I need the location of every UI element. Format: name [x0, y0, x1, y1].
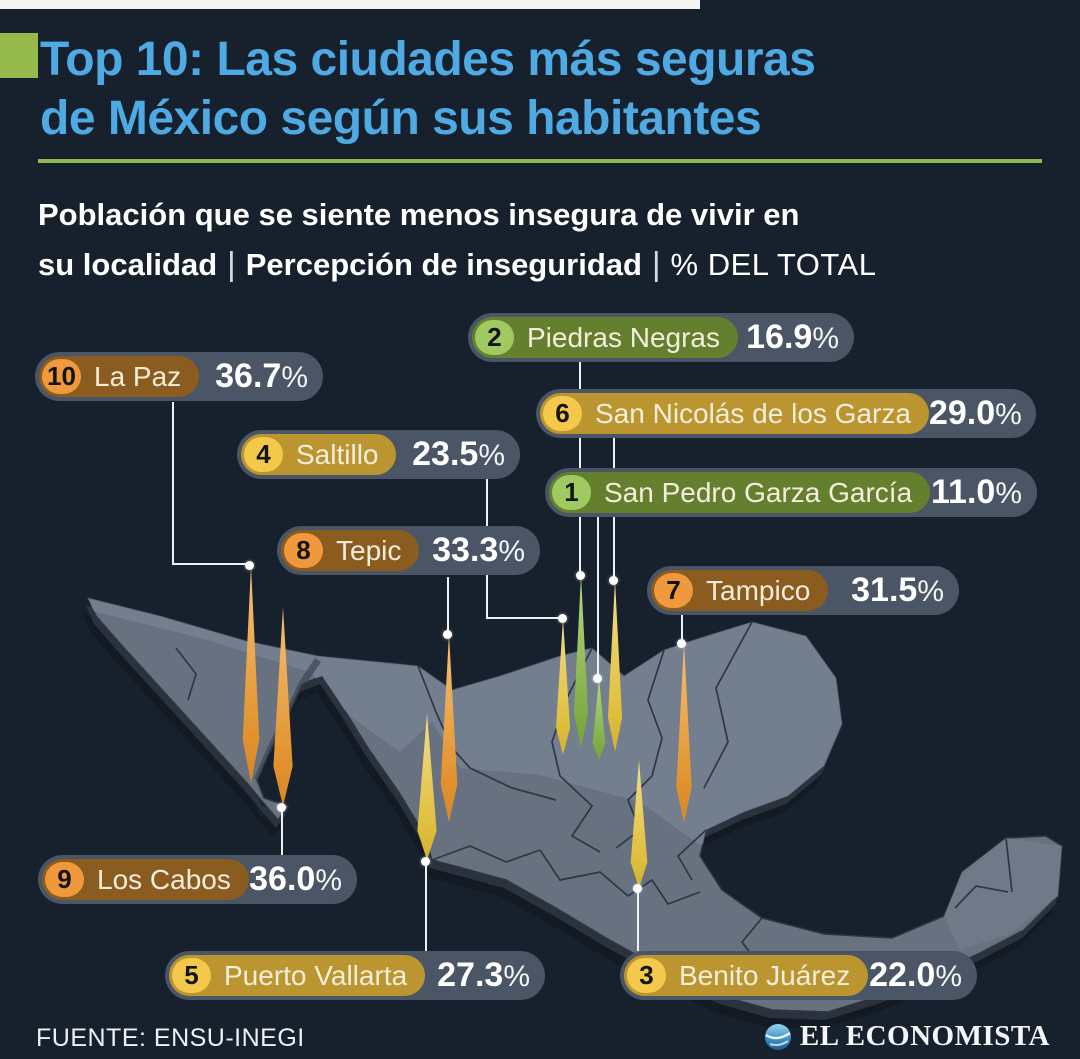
city-name: Piedras Negras — [527, 321, 720, 353]
pct-value: 23.5% — [412, 435, 505, 473]
pill-inner: 9 Los Cabos — [42, 859, 249, 900]
city-name: Tampico — [706, 574, 811, 606]
leader-la-paz-v — [172, 402, 174, 564]
city-pill-saltillo: 4 Saltillo 23.5% — [237, 430, 520, 479]
pct-value: 33.3% — [432, 531, 525, 569]
city-name: La Paz — [94, 360, 182, 392]
city-pill-san-nicolas: 6 San Nicolás de los Garza 29.0% — [536, 389, 1036, 438]
leader-saltillo-h — [486, 617, 562, 619]
pill-inner: 10 La Paz — [39, 356, 200, 397]
title-divider — [38, 159, 1042, 163]
city-name: Tepic — [336, 534, 402, 566]
dot-san-nicolas — [609, 576, 618, 585]
el-economista-logo-icon — [764, 1023, 791, 1050]
chart-subtitle: Población que se siente menos insegura d… — [38, 190, 1048, 289]
rank-badge: 4 — [244, 437, 283, 472]
leader-tepic — [447, 577, 449, 634]
pill-inner: 6 San Nicolás de los Garza — [540, 393, 929, 434]
city-pill-tampico: 7 Tampico 31.5% — [647, 566, 959, 615]
dot-tampico — [677, 639, 686, 648]
city-name: Los Cabos — [97, 863, 231, 895]
city-name: Benito Juárez — [679, 959, 851, 991]
subtitle-line-1: Población que se siente menos insegura d… — [38, 197, 800, 232]
percent-sign: % — [478, 439, 505, 472]
dot-saltillo — [558, 614, 567, 623]
pct-value: 36.7% — [215, 357, 308, 395]
pct-value: 22.0% — [869, 956, 962, 994]
leader-la-paz-h — [172, 563, 249, 565]
city-pill-la-paz: 10 La Paz 36.7% — [35, 352, 323, 401]
pct-value: 29.0% — [928, 394, 1022, 432]
percent-sign: % — [935, 960, 962, 993]
leader-benito-juarez — [637, 890, 639, 951]
rank-badge: 8 — [284, 533, 323, 568]
percent-sign: % — [498, 535, 525, 568]
pct-value: 36.0% — [249, 860, 342, 898]
city-pill-benito-juarez: 3 Benito Juárez 22.0% — [620, 951, 977, 1000]
rank-badge: 3 — [627, 958, 666, 993]
rank-badge: 5 — [172, 958, 211, 993]
percent-sign: % — [315, 864, 342, 897]
pill-inner: 4 Saltillo — [241, 434, 397, 475]
leader-san-pedro — [597, 515, 599, 678]
pill-inner: 2 Piedras Negras — [472, 317, 738, 358]
source-label: FUENTE: ENSU-INEGI — [36, 1024, 305, 1052]
rank-badge: 1 — [552, 475, 591, 510]
city-name: San Pedro Garza García — [604, 476, 913, 508]
subtitle-separator: | — [651, 245, 661, 282]
pct-value: 31.5% — [851, 571, 944, 609]
pct-value: 16.9% — [746, 318, 839, 356]
city-pill-puerto-vallarta: 5 Puerto Vallarta 27.3% — [165, 951, 545, 1000]
city-pill-piedras-negras: 2 Piedras Negras 16.9% — [468, 313, 854, 362]
percent-sign: % — [281, 361, 308, 394]
rank-badge: 9 — [45, 862, 84, 897]
city-name: Puerto Vallarta — [224, 959, 408, 991]
map-yucatan-shade — [944, 838, 1062, 950]
city-pill-los-cabos: 9 Los Cabos 36.0% — [38, 855, 357, 904]
dot-san-pedro — [593, 674, 602, 683]
subtitle-unit: % DEL TOTAL — [670, 247, 877, 282]
title-line-2: de México según sus habitantes — [40, 92, 762, 145]
subtitle-separator: | — [227, 245, 236, 282]
percent-sign: % — [812, 322, 839, 355]
title-accent-square — [0, 33, 38, 78]
percent-sign: % — [995, 398, 1022, 431]
rank-badge: 7 — [654, 573, 693, 608]
dot-piedras-negras — [576, 571, 585, 580]
pct-value: 11.0% — [931, 473, 1022, 511]
pill-inner: 1 San Pedro Garza García — [549, 472, 931, 513]
publisher-name: EL ECONOMISTA — [799, 1020, 1050, 1052]
rank-badge: 6 — [543, 396, 582, 431]
percent-sign: % — [995, 477, 1022, 510]
city-pill-san-pedro: 1 San Pedro Garza García 11.0% — [545, 468, 1037, 517]
pill-inner: 8 Tepic — [281, 530, 420, 571]
pill-inner: 5 Puerto Vallarta — [169, 955, 426, 996]
city-name: Saltillo — [296, 438, 379, 470]
top-white-strip — [0, 0, 700, 9]
dot-puerto-vallarta — [421, 857, 430, 866]
percent-sign: % — [503, 960, 530, 993]
dot-benito-juarez — [633, 884, 642, 893]
dot-la-paz — [245, 561, 254, 570]
dot-los-cabos — [277, 803, 286, 812]
subtitle-line-2: su localidad | Percepción de inseguridad |%… — [38, 245, 877, 282]
pill-inner: 7 Tampico — [651, 570, 829, 611]
rank-badge: 10 — [42, 359, 81, 394]
publisher-brand: EL ECONOMISTA — [763, 1020, 1050, 1053]
dot-tepic — [443, 630, 452, 639]
city-pill-tepic: 8 Tepic 33.3% — [277, 526, 540, 575]
title-line-1: Top 10: Las ciudades más seguras — [40, 33, 816, 86]
pill-inner: 3 Benito Juárez — [624, 955, 869, 996]
rank-badge: 2 — [475, 320, 514, 355]
page-title: Top 10: Las ciudades más seguras de Méxi… — [40, 30, 1020, 148]
leader-puerto-vallarta — [425, 862, 427, 951]
leader-tampico — [681, 614, 683, 643]
pct-value: 27.3% — [437, 956, 530, 994]
leader-los-cabos — [281, 808, 283, 855]
city-name: San Nicolás de los Garza — [595, 397, 911, 429]
percent-sign: % — [917, 575, 944, 608]
